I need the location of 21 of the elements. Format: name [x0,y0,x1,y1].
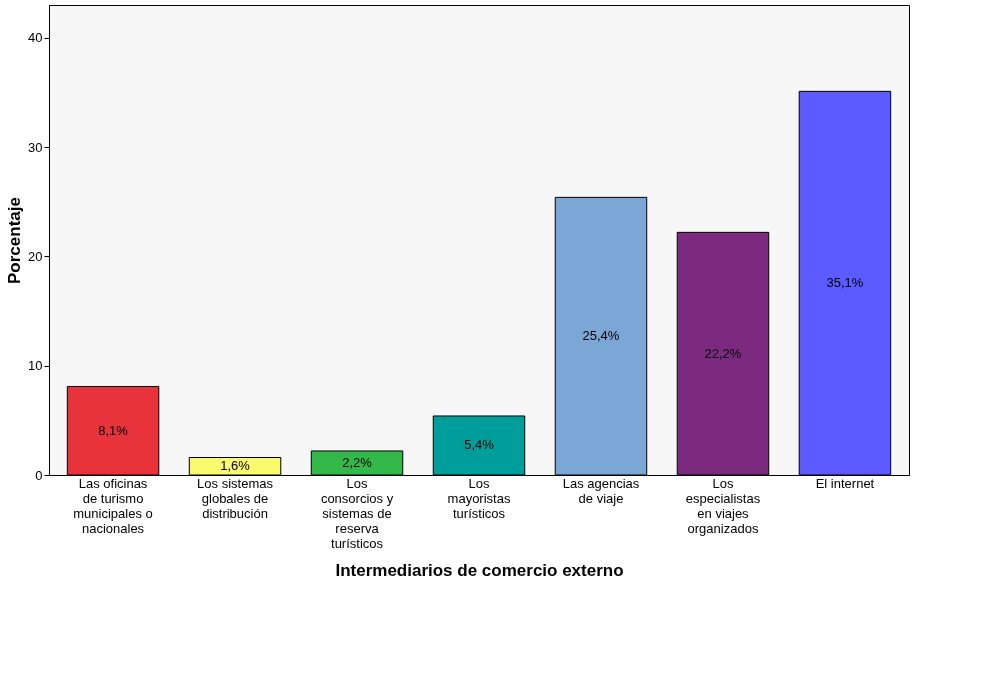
y-tick-label: 40 [28,30,43,46]
x-tick-label: Las agencias de viaje [562,475,640,506]
x-tick-label: Los especialistas en viajes organizados [685,475,761,536]
x-tick-label: Los mayoristas turísticos [447,475,511,521]
data-label: 2,2% [342,454,373,470]
data-label: 35,1% [826,275,864,291]
data-label: 5,4% [464,437,495,453]
data-label: 8,1% [98,422,129,438]
data-label: 22,2% [704,345,742,361]
x-tick-label: El internet [815,475,875,491]
data-label: 25,4% [582,328,620,344]
y-tick-label: 10 [28,358,43,374]
x-tick-label: Los consorcios y sistemas de reserva turísticos [320,475,394,551]
y-axis-title: Porcentaje [5,197,25,284]
x-tick-label: Las oficinas de turismo municipales o nacionales [73,475,153,536]
y-tick-label: 20 [28,248,43,264]
y-tick-label: 30 [28,139,43,155]
x-axis-title: Intermediarios de comercio externo [335,560,624,580]
x-tick-label: Los sistemas globales de distribución [197,475,274,521]
data-label: 1,6% [220,458,251,474]
y-tick-label: 0 [35,467,43,483]
